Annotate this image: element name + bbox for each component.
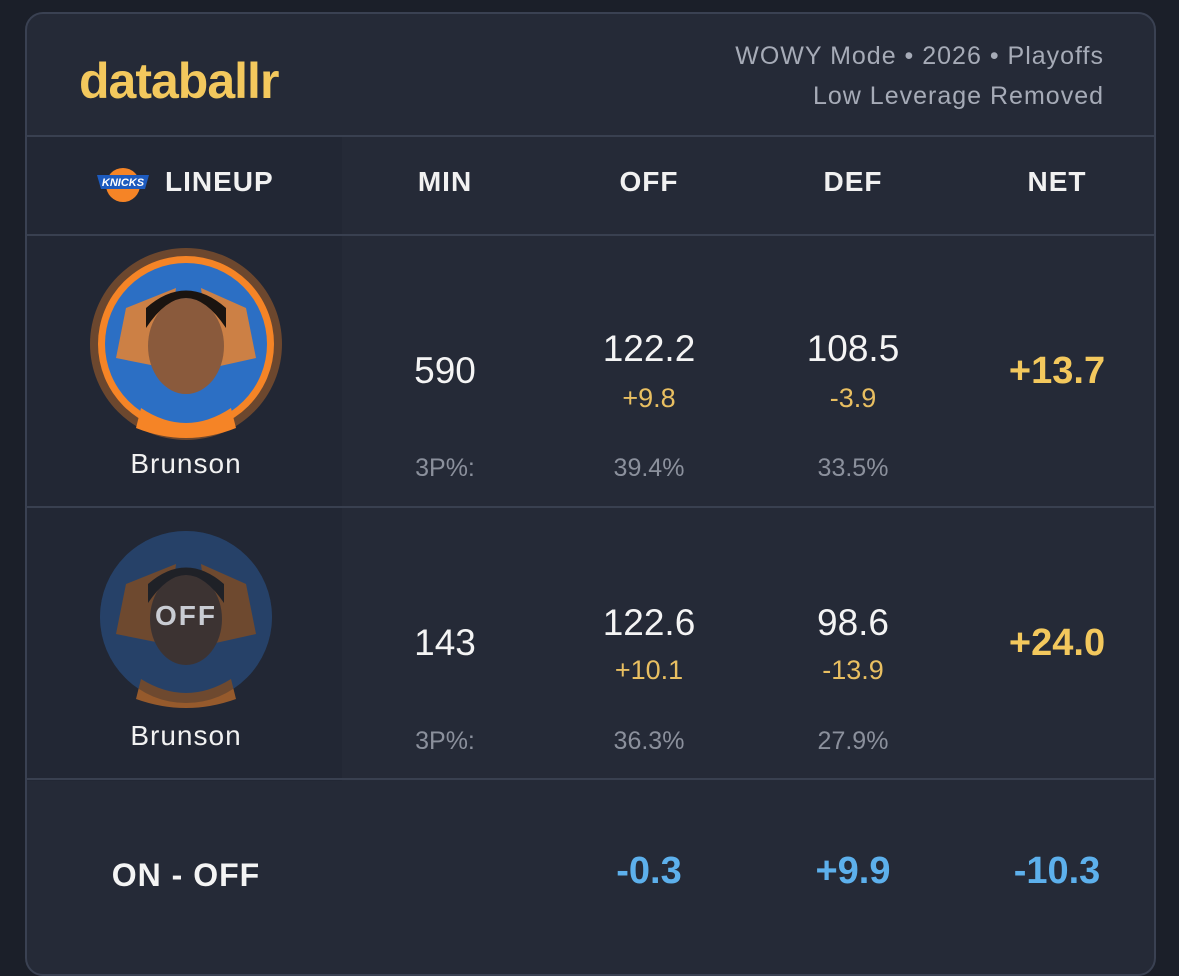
net-on-off: -10.3	[1013, 850, 1101, 892]
net-rating: +13.7	[1008, 350, 1106, 392]
divider	[27, 506, 1154, 508]
column-header: MIN	[417, 166, 473, 197]
off-rating: 122.2	[602, 328, 696, 369]
meta-line: Low Leverage Removed	[813, 82, 1104, 110]
off-on-off: -0.3	[616, 850, 682, 892]
brand: databallr	[79, 53, 279, 109]
off-3p: 39.4%	[613, 454, 685, 482]
def-diff: -3.9	[829, 383, 877, 413]
team-logo: KNICKS	[97, 168, 149, 202]
player-name: Brunson	[130, 720, 242, 751]
player-avatar	[100, 531, 272, 708]
stats-card: databallr WOWY Mode • 2026 • Playoffs Lo…	[25, 12, 1156, 976]
def-rating: 108.5	[806, 328, 900, 369]
player-name: Brunson	[130, 448, 242, 479]
column-header: LINEUP	[165, 166, 274, 197]
minutes: 590	[414, 350, 476, 391]
off-diff: +9.8	[622, 383, 676, 413]
page: databallr WOWY Mode • 2026 • Playoffs Lo…	[25, 12, 1156, 976]
divider	[27, 778, 1154, 780]
meta-line: WOWY Mode • 2026 • Playoffs	[735, 42, 1104, 70]
divider	[27, 135, 1154, 137]
column-header: DEF	[823, 166, 883, 197]
footer-label: ON - OFF	[111, 857, 261, 893]
column-header: OFF	[619, 166, 679, 197]
svg-text:KNICKS: KNICKS	[102, 177, 145, 189]
net-rating: +24.0	[1008, 622, 1106, 664]
player-avatar	[90, 248, 282, 440]
def-on-off: +9.9	[815, 850, 891, 892]
def-3p: 27.9%	[817, 727, 889, 755]
def-diff: -13.9	[822, 655, 884, 685]
off-rating: 122.6	[602, 602, 696, 643]
off-diff: +10.1	[614, 655, 684, 685]
column-header: NET	[1027, 166, 1087, 197]
three-label: 3P%:	[415, 727, 475, 755]
def-3p: 33.5%	[817, 454, 889, 482]
off-3p: 36.3%	[613, 727, 685, 755]
minutes: 143	[414, 622, 476, 663]
divider	[27, 234, 1154, 236]
def-rating: 98.6	[816, 602, 890, 643]
off-badge: OFF	[155, 600, 217, 631]
three-label: 3P%:	[415, 454, 475, 482]
